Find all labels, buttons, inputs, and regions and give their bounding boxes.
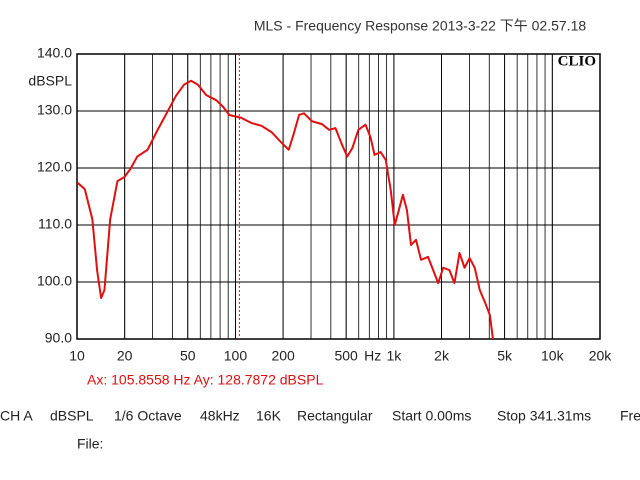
status-item: Rectangular (297, 408, 373, 424)
x-tick-label: 500 (334, 348, 358, 364)
status-item: 48kHz (200, 408, 240, 424)
cursor-readout: Ax: 105.8558 Hz Ay: 128.7872 dBSPL (87, 372, 324, 388)
x-tick-label: 2k (434, 348, 450, 364)
status-item: Fre (620, 408, 640, 424)
y-tick-label: 130.0 (37, 102, 72, 118)
status-item: dBSPL (50, 408, 94, 424)
plot-border (76, 53, 601, 340)
y-tick-label: 140.0 (37, 45, 72, 61)
y-tick-label: 110.0 (38, 216, 72, 232)
x-tick-label: 100 (224, 348, 248, 364)
x-axis-label: Hz (364, 348, 381, 364)
x-tick-label: 10 (69, 348, 85, 364)
logo: CLIO (558, 53, 596, 69)
x-tick-label: 1k (386, 348, 402, 364)
status-item: CH A (0, 408, 33, 424)
x-tick-label: 50 (180, 348, 196, 364)
x-tick-label: 5k (497, 348, 513, 364)
chart-title: MLS - Frequency Response 2013-3-22 下午 02… (254, 18, 587, 34)
x-tick-label: 20k (589, 348, 613, 364)
y-tick-label: 100.0 (37, 273, 72, 289)
x-tick-label: 200 (271, 348, 295, 364)
status-item: Stop 341.31ms (497, 408, 591, 424)
y-axis-label: dBSPL (28, 73, 72, 89)
status-item: Start 0.00ms (392, 408, 471, 424)
x-tick-label: 20 (117, 348, 133, 364)
data-line (77, 79, 494, 339)
status-item: 1/6 Octave (114, 408, 182, 424)
x-tick-label: 10k (541, 348, 565, 364)
y-tick-label: 90.0 (45, 330, 72, 346)
plot-area (77, 79, 494, 339)
y-tick-label: 120.0 (37, 159, 72, 175)
file-label: File: (77, 436, 103, 452)
status-item: 16K (256, 408, 282, 424)
